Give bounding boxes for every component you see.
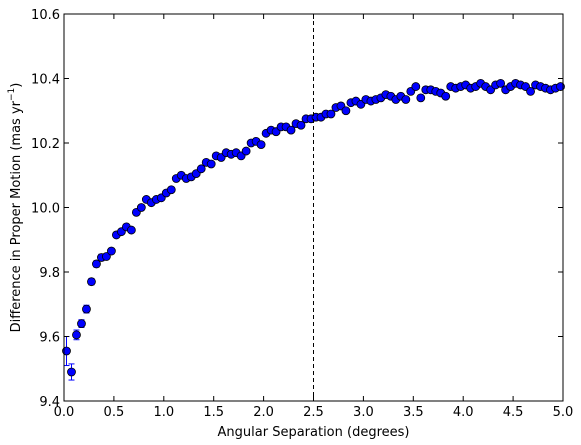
x-tick-label: 3.5 — [403, 405, 424, 420]
data-point — [126, 225, 136, 235]
data-point — [136, 203, 146, 212]
data-point — [166, 185, 176, 195]
x-tick-label: 2.5 — [303, 405, 324, 420]
x-tick-label: 3.0 — [353, 405, 374, 420]
data-point — [496, 78, 506, 88]
data-point — [92, 259, 101, 269]
y-tick-label: 10.0 — [31, 202, 60, 217]
y-axis-title-superscript: −1 — [7, 88, 17, 101]
data-points — [62, 78, 565, 377]
data-point — [87, 277, 96, 287]
y-axis-title-end: ) — [9, 83, 24, 88]
data-point — [82, 304, 91, 314]
data-point — [416, 93, 426, 103]
y-tick-label: 10.2 — [31, 137, 60, 152]
x-tick-label: 0.0 — [54, 405, 75, 420]
data-point — [326, 109, 336, 119]
x-tick-label: 2.0 — [253, 405, 274, 420]
y-axis-title-main: Difference in Proper Motion (mas yr — [9, 100, 24, 332]
data-point — [67, 367, 76, 377]
data-point — [411, 82, 421, 91]
x-axis-title: Angular Separation (degrees) — [218, 425, 410, 440]
x-tick-label: 0.5 — [104, 405, 125, 420]
y-axis-title: Difference in Proper Motion (mas yr−1) — [7, 83, 24, 333]
x-tick-label: 5.0 — [553, 405, 574, 420]
x-tick-label: 1.5 — [203, 405, 224, 420]
data-point — [296, 120, 306, 130]
y-tick-label: 9.6 — [39, 331, 60, 346]
data-point — [341, 106, 351, 116]
data-point — [241, 146, 251, 156]
x-tick-label: 4.0 — [453, 405, 474, 420]
x-axis-ticks: 0.0 0.5 1.0 1.5 2.0 2.5 3.0 3.5 4.0 4.5 5.0 — [54, 14, 574, 420]
y-tick-label: 10.6 — [31, 8, 60, 23]
data-point — [401, 95, 411, 104]
y-axis-ticks: 9.4 9.6 9.8 10.0 10.2 10.4 10.6 — [31, 8, 563, 410]
data-point — [441, 91, 451, 101]
data-point — [526, 87, 535, 96]
data-point — [286, 125, 296, 135]
y-tick-label: 9.8 — [39, 266, 60, 281]
data-point — [77, 319, 86, 329]
data-point — [256, 140, 266, 150]
x-tick-label: 1.0 — [153, 405, 174, 420]
data-point — [72, 330, 81, 340]
data-point — [107, 246, 116, 256]
y-tick-label: 9.4 — [39, 395, 60, 410]
data-point — [206, 159, 216, 169]
data-point — [196, 164, 206, 174]
x-tick-label: 4.5 — [503, 405, 524, 420]
data-point — [102, 252, 111, 261]
y-tick-label: 10.4 — [31, 73, 60, 88]
